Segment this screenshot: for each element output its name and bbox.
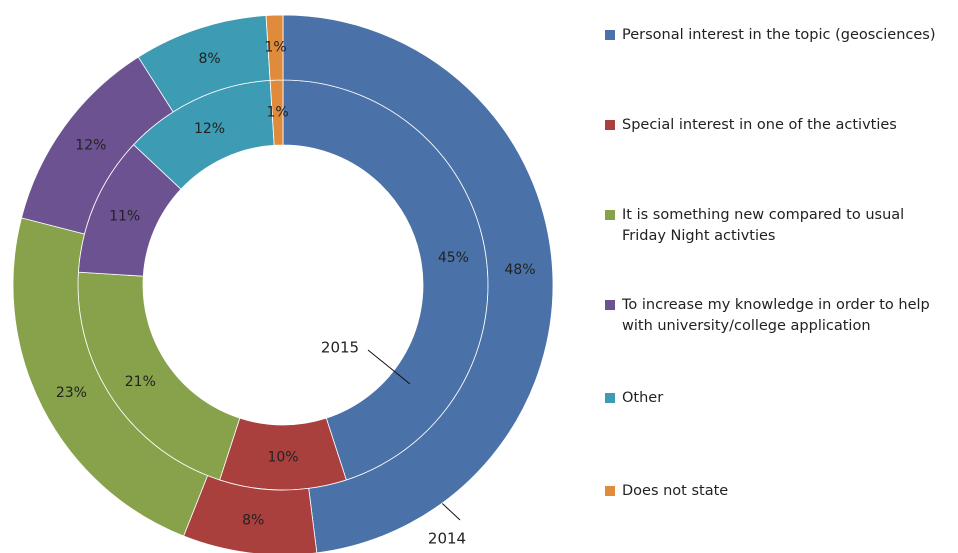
legend-label: Other [622,390,664,406]
series-annotation: 2014 [428,530,466,548]
data-label: 23% [56,385,87,401]
legend-swatch [605,393,615,403]
legend-item: Does not state [605,481,950,502]
legend-label: To increase my knowledge in order to hel… [622,297,930,334]
data-label: 8% [198,51,220,67]
data-label: 48% [504,262,535,278]
leader-line [367,349,411,385]
legend-item: Other [605,388,950,409]
legend-item: To increase my knowledge in order to hel… [605,295,950,337]
data-label: 8% [242,513,264,529]
legend-label: Does not state [622,483,729,499]
legend-swatch [605,30,615,40]
series-annotation: 2015 [321,339,359,357]
legend-item: It is something new compared to usual Fr… [605,205,950,247]
data-label: 11% [109,208,140,224]
data-label: 45% [438,250,469,266]
data-label: 21% [125,374,156,390]
data-label: 10% [267,450,298,466]
legend-label: Special interest in one of the activties [622,117,897,133]
data-label: 1% [264,40,286,56]
data-label: 1% [266,105,288,121]
legend-item: Special interest in one of the activties [605,115,950,136]
legend-label: It is something new compared to usual Fr… [622,207,905,244]
legend-swatch [605,486,615,496]
data-label: 12% [194,121,225,137]
legend-item: Personal interest in the topic (geoscien… [605,25,950,46]
legend-swatch [605,300,615,310]
legend-swatch [605,120,615,130]
donut-slice [265,14,284,81]
legend-label: Personal interest in the topic (geoscien… [622,27,936,43]
data-label: 12% [75,137,106,153]
legend-swatch [605,210,615,220]
donut-slice [282,14,554,553]
